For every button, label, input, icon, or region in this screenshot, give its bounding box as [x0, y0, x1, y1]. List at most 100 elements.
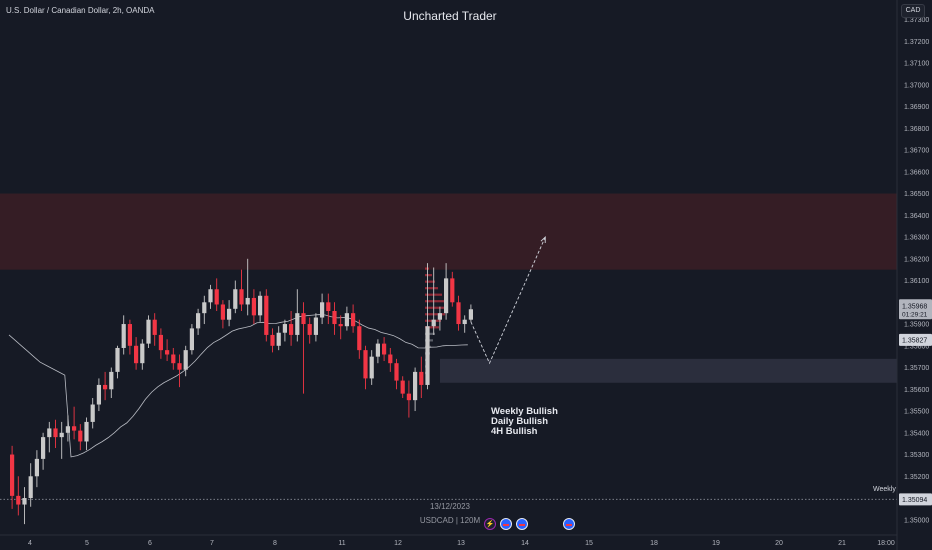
candle	[326, 293, 331, 325]
candle	[208, 284, 213, 309]
candle	[78, 424, 83, 451]
candle-body	[394, 363, 399, 381]
last-price-text: 1.35968	[902, 303, 927, 310]
candle-body	[295, 313, 300, 335]
x-tick-label: 15	[585, 540, 593, 547]
candle-body	[462, 319, 467, 325]
candle-body	[233, 289, 238, 309]
candle	[264, 289, 269, 342]
candle-body	[270, 334, 275, 346]
candle-body	[90, 404, 95, 422]
candle-body	[140, 343, 145, 364]
candle	[171, 347, 176, 370]
y-tick-label: 1.35900	[904, 322, 929, 329]
candle	[369, 350, 374, 385]
bias-notes: Weekly Bullish Daily Bullish 4H Bullish	[491, 407, 558, 437]
candle	[332, 302, 337, 335]
candle	[258, 291, 263, 322]
candle-body	[16, 495, 21, 505]
y-tick-label: 1.37100	[904, 61, 929, 68]
candle-body	[313, 317, 318, 335]
y-tick-label: 1.37300	[904, 17, 929, 24]
us-flag-icon[interactable]	[516, 518, 528, 530]
weekly-level-label: Weekly	[873, 486, 896, 493]
candle-body	[468, 309, 473, 320]
moving-average-layer	[8, 314, 468, 458]
volume-profile-bar	[425, 326, 439, 329]
candle	[115, 345, 120, 379]
projection-arrowhead	[540, 235, 546, 244]
candle	[41, 432, 46, 470]
candle	[84, 417, 89, 451]
candles-layer	[10, 258, 473, 525]
candle-body	[165, 350, 170, 355]
y-tick-label: 1.35400	[904, 430, 929, 437]
y-tick-label: 1.35200	[904, 474, 929, 481]
candle-body	[22, 498, 27, 505]
candle-body	[307, 324, 312, 335]
us-flag-icon[interactable]	[500, 518, 512, 530]
candle-body	[245, 297, 250, 305]
candle-body	[84, 421, 89, 442]
last-price-badge-bg	[899, 299, 932, 320]
candle	[444, 263, 449, 320]
x-tick-label: 11	[338, 540, 345, 547]
bias-weekly: Weekly Bullish	[491, 406, 558, 417]
candle-body	[10, 454, 15, 496]
candle	[313, 313, 318, 342]
y-tick-label: 1.37000	[904, 82, 929, 89]
x-tick-label: 20	[775, 540, 783, 547]
candle-body	[258, 295, 263, 316]
candle-body	[127, 324, 132, 346]
date-label: 13/12/2023	[429, 502, 471, 511]
candle	[394, 358, 399, 390]
candle	[146, 315, 151, 348]
candle	[239, 269, 244, 311]
candle-body	[152, 319, 157, 335]
demand-zone	[440, 358, 897, 383]
us-flag-icon[interactable]	[563, 518, 575, 530]
candle	[22, 487, 27, 525]
candle	[90, 397, 95, 429]
candle-body	[282, 324, 287, 333]
interval-label: USDCAD | 120M	[419, 516, 481, 525]
candle	[72, 406, 77, 440]
candle	[406, 380, 411, 418]
candle-body	[158, 334, 163, 351]
candle	[196, 308, 201, 335]
candle	[431, 267, 436, 335]
weekly-badge-bg	[899, 493, 932, 506]
bolt-icon[interactable]: ⚡	[484, 518, 496, 530]
candle-body	[239, 289, 244, 305]
candle	[425, 263, 430, 390]
candle-body	[363, 350, 368, 379]
y-tick-label: 1.35600	[904, 387, 929, 394]
candle	[344, 306, 349, 331]
candle-body	[332, 310, 337, 325]
y-tick-label: 1.36200	[904, 256, 929, 263]
y-tick-label: 1.36700	[904, 148, 929, 155]
x-tick-label: 5	[85, 540, 89, 547]
candle-body	[41, 437, 46, 459]
candle-body	[357, 326, 362, 351]
candle-body	[177, 363, 182, 370]
y-tick-label: 1.35500	[904, 409, 929, 416]
candle-body	[183, 350, 188, 370]
candle	[59, 421, 64, 459]
candle-body	[109, 371, 114, 390]
volume-profile-bar	[425, 313, 445, 316]
candle-body	[301, 313, 306, 325]
ma-badge-bg	[899, 333, 932, 346]
candle-body	[146, 319, 151, 344]
candle	[289, 310, 294, 346]
candle	[177, 354, 182, 388]
candle	[103, 371, 108, 401]
currency-button[interactable]: CAD	[901, 4, 925, 18]
candle-body	[202, 302, 207, 314]
y-tick-label: 1.36800	[904, 126, 929, 133]
candle-body	[227, 308, 232, 320]
candle-body	[220, 304, 225, 320]
